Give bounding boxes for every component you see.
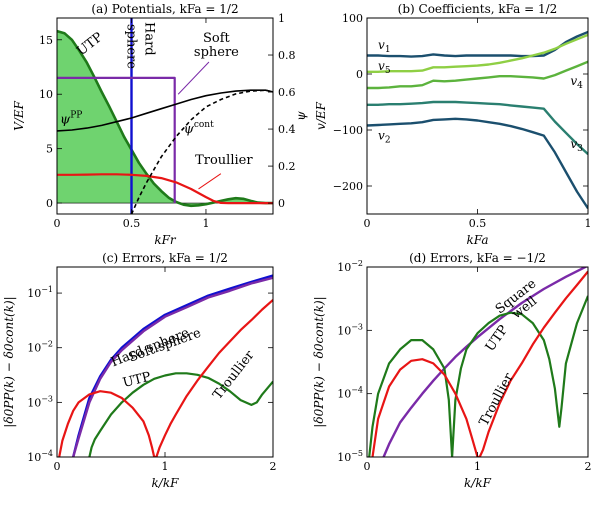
x-axis-label: k/kF [152, 476, 180, 490]
coef-line-v4 [367, 60, 588, 90]
soft-sphere-arrow [177, 61, 210, 95]
soft-sphere-line [57, 76, 176, 204]
hard-sphere-error-line [72, 274, 273, 457]
y-tick-label: 0 [46, 197, 53, 210]
utp-error-line [368, 295, 588, 457]
y2-tick-label: 1 [278, 12, 285, 25]
hard-sphere-label-1: Hard [141, 22, 156, 56]
square-well-error-line [382, 267, 588, 457]
panel-d: 0 1 2 10−5 10−4 10−3 10−2 (d) Errors, kFa = −1/… [312, 251, 592, 490]
plot-area-d [368, 267, 588, 457]
plot-area-c [58, 274, 273, 457]
utp-label: UTP [74, 30, 106, 59]
y-tick-label: 10−5 [337, 449, 363, 464]
x-tick-label: 0.5 [123, 217, 141, 230]
x-axis-label: kFa [467, 233, 489, 247]
coef-label-v5: v5 [378, 59, 391, 76]
y2-tick-label: 0.8 [278, 49, 296, 62]
coef-line-v5 [367, 33, 588, 73]
utp-error-label: UTP [121, 370, 152, 391]
panel-c: 0 1 2 10−4 10−3 10−2 10−1 (c) Errors, kFa = 1/2… [2, 251, 277, 490]
axes-frame [56, 266, 274, 458]
y-tick-label: 5 [46, 143, 53, 156]
axes-frame [56, 17, 274, 215]
coef-label-v1: v1 [378, 38, 391, 55]
plot-area-b [367, 30, 588, 210]
x-axis-label: k/kF [464, 476, 492, 490]
troullier-arrow [198, 173, 222, 190]
soft-sphere-label-1: Soft [203, 31, 231, 46]
y-tick-label: 100 [342, 12, 363, 25]
y-tick-label: 15 [39, 34, 53, 47]
coef-line-v2 [367, 117, 588, 210]
y-axis-label: |δ0PP(k) − δ0cont(k)| [312, 296, 326, 427]
y2-tick-label: 0.6 [278, 86, 296, 99]
x-tick-label: 1 [162, 460, 169, 473]
plot-area-a [57, 18, 273, 214]
soft-sphere-error-line [72, 276, 273, 457]
panel-title: (d) Errors, kFa = −1/2 [409, 251, 546, 265]
x-tick-label: 0 [364, 460, 371, 473]
troullier-line [57, 173, 273, 205]
coef-label-v3: v3 [570, 137, 583, 154]
y-tick-label: 10 [39, 88, 53, 101]
y2-tick-label: 0.4 [278, 123, 296, 136]
x-tick-label: 0 [54, 460, 61, 473]
y2-tick-label: 0 [278, 197, 285, 210]
y-axis-label: V/EF [12, 100, 26, 130]
coef-label-v4: v4 [570, 74, 583, 91]
y-tick-label: 10−4 [27, 449, 53, 464]
troullier-label: Troullier [195, 153, 253, 168]
y-tick-label: −100 [333, 124, 363, 137]
y-tick-label: 10−2 [27, 340, 53, 355]
x-tick-label: 0.5 [469, 217, 487, 230]
y-tick-label: 10−4 [337, 386, 363, 401]
soft-sphere-label-2: sphere [194, 45, 239, 60]
x-tick-label: 0 [54, 217, 61, 230]
x-tick-label: 2 [270, 460, 277, 473]
y-tick-label: 10−3 [27, 394, 53, 409]
psi-cont-label: ψcont [184, 120, 214, 137]
y2-tick-label: 0.2 [278, 160, 296, 173]
y2-axis-label: ψ [294, 111, 308, 121]
troullier-error-line [371, 270, 588, 457]
y-axis-label: |δ0PP(k) − δ0cont(k)| [2, 296, 16, 427]
utp-error-line [88, 372, 273, 457]
utp-fill-area [57, 31, 273, 206]
panel-title: (a) Potentials, kFa = 1/2 [91, 2, 238, 16]
troullier-error-label: Troullier [477, 370, 518, 428]
hard-sphere-label-2: sphere [123, 24, 138, 69]
y-tick-label: 10−1 [27, 285, 53, 300]
x-tick-label: 1 [202, 217, 209, 230]
psi-pp-label: ψPP [60, 111, 82, 128]
coef-line-v1 [367, 30, 588, 58]
panel-b: 0 0.5 1 100 0 −100 −200 (b) Coefficients, kFa =… [314, 2, 592, 247]
x-axis-label: kFr [154, 233, 177, 247]
axes-frame [366, 266, 589, 458]
psi-pp-line [57, 89, 273, 132]
x-tick-label: 1 [474, 460, 481, 473]
utp-error-label: UTP [483, 323, 512, 355]
y-axis-label: v/EF [314, 101, 328, 130]
x-tick-label: 0 [364, 217, 371, 230]
x-tick-label: 2 [585, 460, 592, 473]
x-tick-label: 1 [585, 217, 592, 230]
axes-frame [366, 17, 589, 215]
coef-line-v3 [367, 100, 588, 155]
coef-label-v2: v2 [378, 129, 391, 146]
panel-title: (b) Coefficients, kFa = 1/2 [398, 2, 558, 16]
troullier-error-line [58, 299, 273, 457]
panel-title: (c) Errors, kFa = 1/2 [102, 251, 228, 265]
psi-cont-line [130, 89, 273, 214]
y-tick-label: 10−3 [337, 322, 363, 337]
y-tick-label: 10−2 [337, 259, 363, 274]
y-tick-label: −200 [333, 180, 363, 193]
y-tick-label: 0 [356, 68, 363, 81]
utp-line [57, 29, 273, 208]
